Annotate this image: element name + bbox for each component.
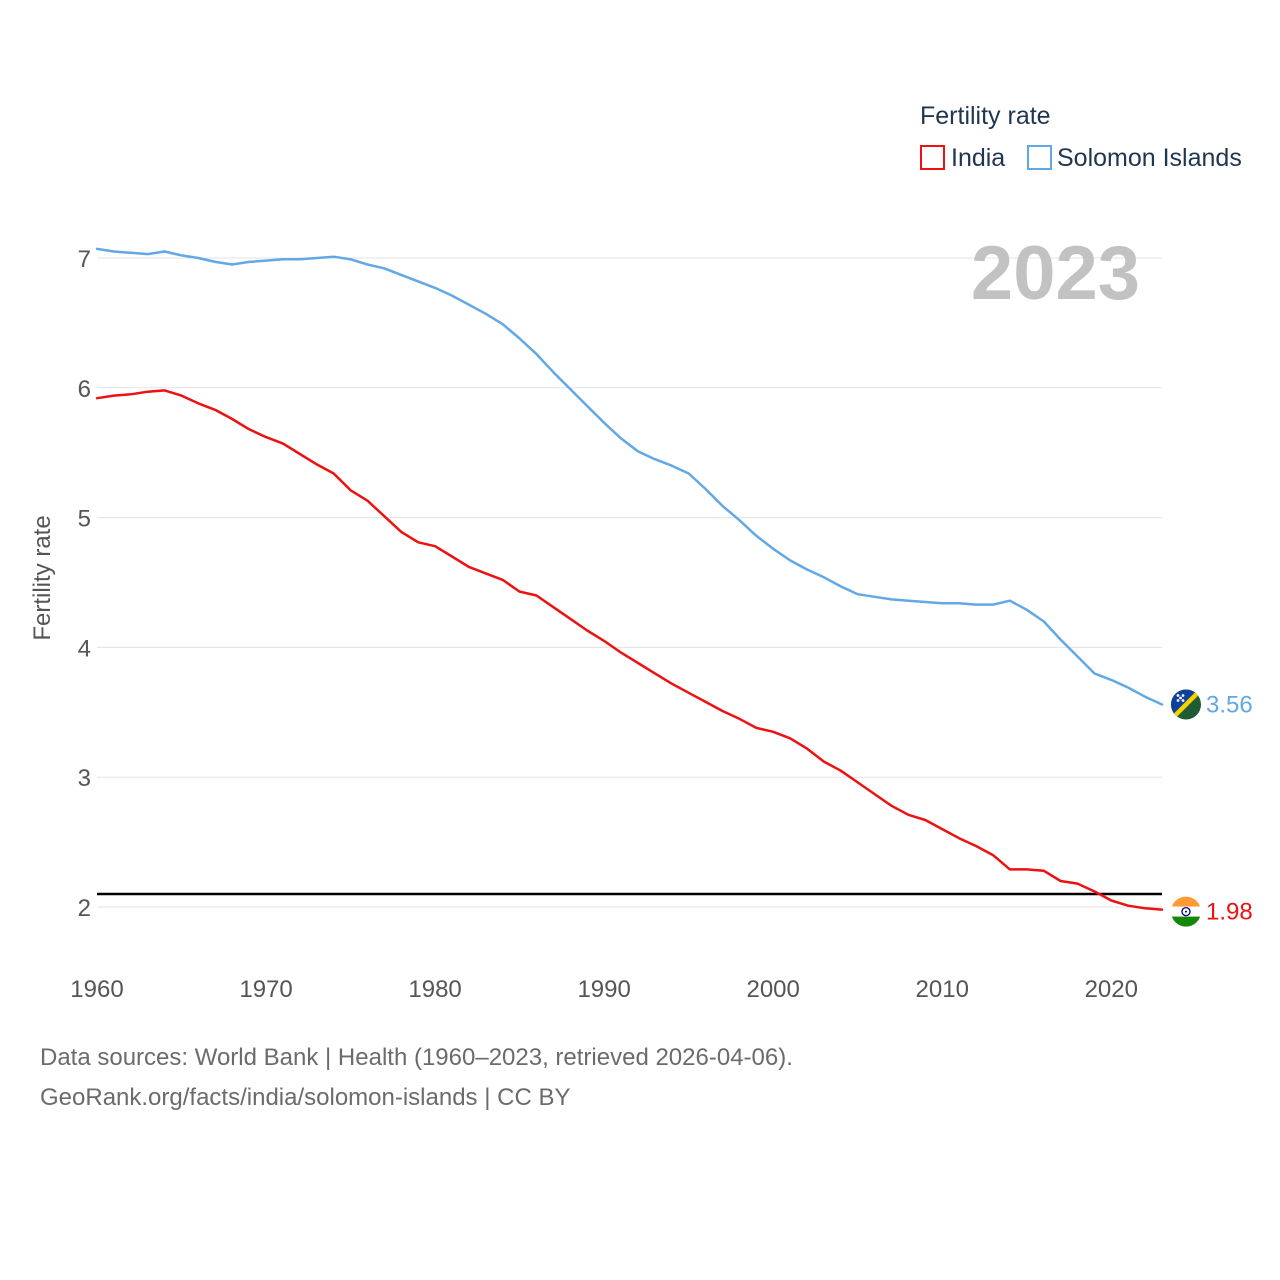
legend-swatch-solomon-islands	[1027, 145, 1052, 170]
series-line-india	[95, 389, 1164, 911]
solomon-islands-flag-icon	[1171, 689, 1201, 720]
end-value-solomon-islands: 3.56	[1206, 692, 1253, 719]
legend: Fertility rate India Solomon Islands	[920, 102, 1242, 172]
x-tick-label: 1970	[239, 976, 292, 1003]
end-value-india: 1.98	[1206, 899, 1253, 926]
x-tick-label: 2020	[1085, 976, 1138, 1003]
year-label: 2023	[971, 231, 1140, 316]
legend-label-india[interactable]: India	[951, 144, 1005, 172]
india-flag-icon	[1171, 896, 1201, 927]
y-tick-label: 7	[78, 246, 91, 273]
gridlines	[97, 257, 1162, 908]
series-lines	[95, 247, 1164, 911]
source-url-license[interactable]: GeoRank.org/facts/india/solomon-islands …	[40, 1084, 571, 1111]
y-tick-label: 5	[78, 506, 91, 533]
y-tick-label: 4	[78, 635, 91, 662]
fertility-rate-chart: 2 3 4 5 6 7 1960 1970 1980 1990 2000 2010 2020 Fert…	[29, 102, 1253, 1003]
x-tick-label: 2000	[746, 976, 799, 1003]
legend-title: Fertility rate	[920, 102, 1051, 130]
x-tick-label: 1990	[577, 976, 630, 1003]
legend-label-solomon-islands[interactable]: Solomon Islands	[1057, 144, 1242, 172]
y-tick-label: 3	[78, 765, 91, 792]
series-line-solomon-islands	[95, 247, 1164, 706]
data-source-note: Data sources: World Bank | Health (1960–…	[40, 1044, 793, 1071]
x-tick-label: 2010	[916, 976, 969, 1003]
y-tick-label: 6	[78, 376, 91, 403]
y-axis-label: Fertility rate	[29, 515, 56, 640]
legend-swatch-india	[920, 145, 945, 170]
y-axis-ticks: 2 3 4 5 6 7	[78, 246, 91, 922]
x-tick-label: 1960	[70, 976, 123, 1003]
x-tick-label: 1980	[408, 976, 461, 1003]
x-axis-ticks: 1960 1970 1980 1990 2000 2010 2020	[70, 976, 1138, 1003]
y-tick-label: 2	[78, 895, 91, 922]
